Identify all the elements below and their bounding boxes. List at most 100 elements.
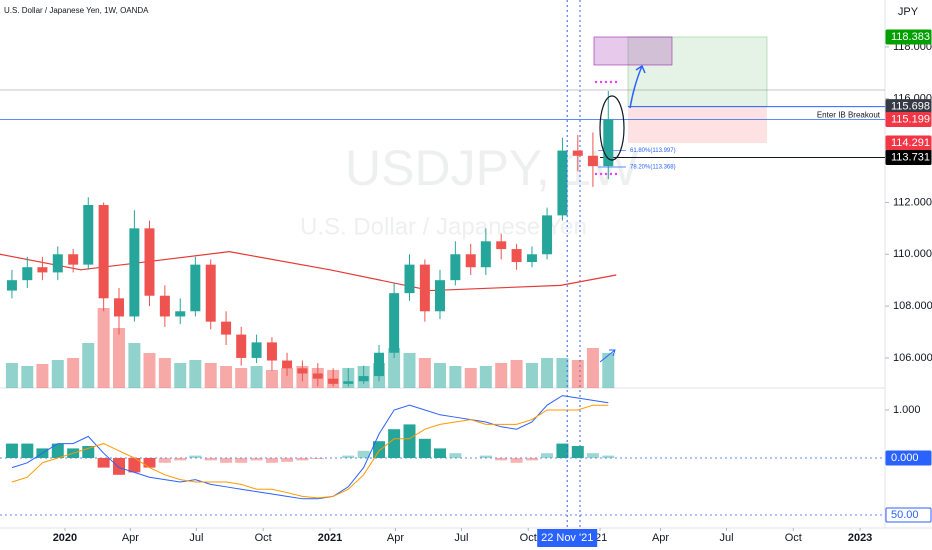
candle-body <box>572 150 583 156</box>
candle-body <box>603 119 614 167</box>
last-price-tag: 115.199 <box>891 113 930 125</box>
x-tick-label: Apr <box>652 532 669 544</box>
level-price-tag: 113.731 <box>891 151 930 163</box>
macd-histogram-bar <box>296 458 309 461</box>
volume-bar <box>174 363 187 388</box>
volume-bar <box>541 358 554 388</box>
volume-bar <box>388 348 401 388</box>
candle-body <box>251 342 262 358</box>
signal-dot <box>609 172 613 176</box>
macd-histogram-bar <box>311 458 324 459</box>
macd-histogram-bar <box>97 458 110 468</box>
volume-bar <box>586 348 599 388</box>
volume-bar <box>265 370 278 388</box>
highlight-ellipse <box>599 95 625 161</box>
rsi-level-tag: 50.00 <box>891 509 919 521</box>
volume-bar <box>235 368 248 388</box>
volume-bar <box>510 360 523 388</box>
target-price-tag-bg <box>885 29 932 45</box>
candle-body <box>282 360 293 369</box>
macd-zero-tag-bg <box>885 450 932 466</box>
macd-histogram-bar <box>357 450 370 458</box>
candle-body <box>480 241 491 268</box>
macd-histogram-bar <box>571 445 584 458</box>
macd-histogram-bar <box>220 458 233 463</box>
candle-body <box>6 280 17 291</box>
volume-bar <box>433 363 446 388</box>
volume-bar <box>113 328 126 388</box>
macd-histogram-bar <box>5 443 18 458</box>
macd-histogram-bar <box>403 424 416 458</box>
macd-histogram-bar <box>510 458 523 463</box>
macd-histogram-bar <box>479 455 492 458</box>
candle-body <box>374 352 385 377</box>
macd-histogram-bar <box>418 438 431 458</box>
macd-histogram-bar <box>586 453 599 458</box>
candle-body <box>496 241 507 250</box>
moving-average <box>0 251 617 292</box>
candle-body <box>511 249 522 263</box>
volume-bar <box>5 363 18 388</box>
candle-body <box>22 267 33 281</box>
arrow <box>599 349 616 363</box>
macd-histogram-bar <box>342 455 355 458</box>
y-tick-label: 106.000 <box>893 352 932 364</box>
entry-label: Enter IB Breakout <box>817 111 881 120</box>
volume-bar <box>220 366 233 388</box>
macd-histogram-bar <box>189 455 202 458</box>
macd-histogram-bar <box>265 458 278 463</box>
volume-bar <box>97 308 110 388</box>
candle-body <box>37 267 48 273</box>
candle-body <box>526 254 537 263</box>
time-marker-tag-bg <box>537 529 598 547</box>
entry-price-tag: 115.698 <box>891 100 930 112</box>
candle-body <box>465 254 476 268</box>
candle-body <box>297 368 308 374</box>
macd-histogram-bar <box>602 455 615 458</box>
candle-body <box>175 311 186 317</box>
macd-line <box>11 395 609 500</box>
x-tick-label: Oct <box>520 532 537 544</box>
macd-histogram-bar <box>128 458 141 473</box>
macd-histogram-bar <box>82 445 95 458</box>
macd-histogram-bar <box>541 453 554 458</box>
volume-bar <box>479 366 492 388</box>
stop-price-tag-bg <box>885 135 932 151</box>
volume-bar <box>556 358 569 388</box>
macd-histogram-bar <box>21 443 34 458</box>
volume-bar <box>250 366 263 388</box>
macd-histogram-bar <box>143 458 156 468</box>
arrow <box>629 64 646 109</box>
x-tick-label: Apr <box>387 532 404 544</box>
currency: JPY <box>898 6 919 18</box>
candle-body <box>587 155 598 167</box>
y-tick-label: 112.000 <box>893 196 932 208</box>
watermark: USDJPY, 1W <box>345 140 639 196</box>
macd-histogram-bar <box>449 453 462 458</box>
macd-histogram-bar <box>235 458 248 463</box>
level-price-tag-bg <box>885 150 932 166</box>
signal-line <box>11 404 609 499</box>
volume-bar <box>128 343 141 388</box>
macd-histogram-bar <box>433 448 446 458</box>
macd-histogram-bar <box>250 458 263 461</box>
candle-body <box>419 264 430 312</box>
volume-bar <box>281 368 294 388</box>
candle-body <box>144 228 155 296</box>
candle-body <box>434 280 445 312</box>
stop-price-tag: 114.291 <box>891 137 930 149</box>
signal-dot <box>609 80 613 84</box>
macd-histogram-bar <box>174 458 187 461</box>
candle-body <box>450 254 461 281</box>
macd-histogram-bar <box>388 429 401 458</box>
macd-histogram-bar <box>495 458 508 461</box>
fib-label: 61.80%(113.997) <box>630 148 676 154</box>
chart-title: U.S. Dollar / Japanese Yen, 1W, OANDA <box>4 6 149 15</box>
candle-body <box>266 342 277 361</box>
fib-label: 78.20%(113.368) <box>630 165 676 171</box>
macd-histogram-bar <box>204 458 217 461</box>
volume-bar <box>204 363 217 388</box>
rsi-level-tag-bg <box>885 507 932 523</box>
x-tick-label: Oct <box>255 532 272 544</box>
candle-body <box>159 295 170 317</box>
